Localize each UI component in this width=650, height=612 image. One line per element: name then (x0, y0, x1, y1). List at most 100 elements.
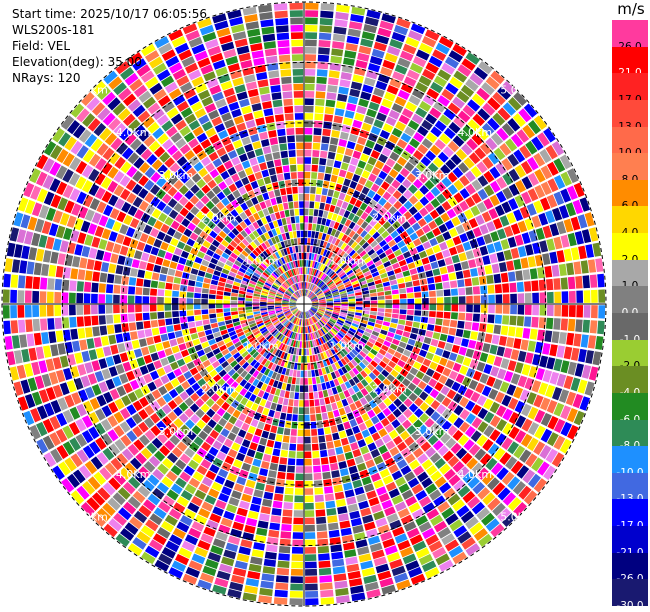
velocity-gate (284, 310, 291, 314)
velocity-gate (277, 397, 284, 405)
velocity-gate (104, 462, 118, 476)
velocity-gate (277, 350, 283, 358)
velocity-gate (465, 183, 476, 195)
velocity-gate (457, 320, 465, 329)
velocity-gate (374, 279, 382, 285)
velocity-gate (352, 524, 364, 534)
velocity-gate (458, 162, 469, 174)
velocity-gate (451, 344, 460, 354)
velocity-gate (356, 105, 367, 115)
velocity-gate (403, 398, 413, 408)
velocity-gate (128, 313, 136, 322)
velocity-gate (293, 83, 304, 91)
velocity-gate (81, 350, 91, 363)
velocity-gate (459, 396, 469, 408)
velocity-gate (409, 534, 424, 546)
velocity-gate (322, 335, 328, 342)
velocity-gate (316, 279, 322, 286)
velocity-gate (490, 180, 501, 193)
velocity-gate (295, 216, 300, 223)
velocity-gate (316, 187, 322, 195)
velocity-gate (360, 283, 368, 289)
velocity-gate (277, 128, 286, 137)
velocity-gate (180, 250, 190, 259)
velocity-gate (333, 276, 340, 282)
velocity-gate (71, 203, 82, 216)
velocity-gate (437, 445, 449, 457)
velocity-gate (411, 113, 424, 125)
velocity-gate (166, 275, 174, 283)
velocity-gate (432, 332, 441, 340)
velocity-gate (322, 249, 328, 257)
velocity-gate (88, 441, 101, 455)
velocity-gate (135, 313, 143, 321)
velocity-gate (143, 320, 151, 329)
velocity-gate (305, 311, 308, 319)
velocity-gate (343, 542, 355, 551)
velocity-gate (175, 553, 190, 566)
velocity-gate (227, 588, 242, 599)
velocity-gate (233, 459, 243, 469)
velocity-gate (337, 223, 344, 232)
velocity-gate (108, 366, 118, 377)
velocity-gate (471, 93, 486, 107)
velocity-gate (25, 319, 33, 333)
velocity-gate (356, 304, 363, 307)
velocity-gate (203, 346, 212, 354)
velocity-gate (510, 349, 520, 361)
velocity-gate (529, 328, 538, 340)
velocity-gate (465, 78, 479, 92)
velocity-gate (225, 503, 238, 514)
velocity-gate (517, 293, 525, 304)
velocity-gate (305, 2, 319, 10)
velocity-gate (310, 307, 317, 312)
velocity-gate (304, 83, 315, 91)
velocity-gate (567, 361, 577, 376)
velocity-gate (235, 328, 243, 334)
velocity-gate (384, 506, 396, 517)
velocity-gate (251, 435, 261, 444)
velocity-gate (30, 185, 42, 200)
velocity-gate (238, 293, 246, 298)
velocity-gate (82, 481, 96, 495)
velocity-gate (361, 429, 371, 438)
velocity-gate (493, 447, 506, 461)
velocity-gate (323, 326, 329, 333)
velocity-gate (277, 358, 283, 366)
velocity-gate (227, 345, 236, 352)
velocity-gate (476, 507, 490, 521)
velocity-gate (515, 415, 527, 428)
velocity-gate (435, 282, 443, 290)
velocity-gate (462, 490, 476, 504)
velocity-gate (334, 238, 341, 246)
velocity-gate (418, 424, 429, 435)
velocity-gate (422, 304, 429, 310)
velocity-gate (553, 175, 566, 190)
velocity-gate (380, 66, 393, 77)
velocity-gate (161, 476, 174, 488)
velocity-gate (286, 128, 295, 136)
velocity-gate (486, 376, 496, 387)
velocity-gate (109, 388, 120, 400)
velocity-gate (567, 276, 576, 290)
velocity-gate (21, 348, 30, 363)
velocity-gate (162, 495, 175, 507)
velocity-gate (101, 368, 111, 380)
velocity-gate (538, 212, 549, 226)
velocity-gate (497, 86, 511, 100)
velocity-gate (10, 305, 17, 319)
velocity-gate (417, 471, 429, 483)
velocity-gate (93, 260, 102, 271)
velocity-gate (2, 289, 10, 303)
velocity-gate (140, 525, 155, 538)
velocity-gate (437, 527, 452, 539)
velocity-gate (400, 354, 409, 363)
velocity-gate (327, 151, 336, 160)
velocity-gate (363, 300, 370, 304)
velocity-gate (244, 353, 252, 361)
velocity-gate (357, 439, 367, 448)
velocity-gate (253, 387, 260, 396)
velocity-gate (442, 319, 450, 327)
velocity-gate (287, 406, 293, 414)
velocity-gate (272, 347, 278, 355)
